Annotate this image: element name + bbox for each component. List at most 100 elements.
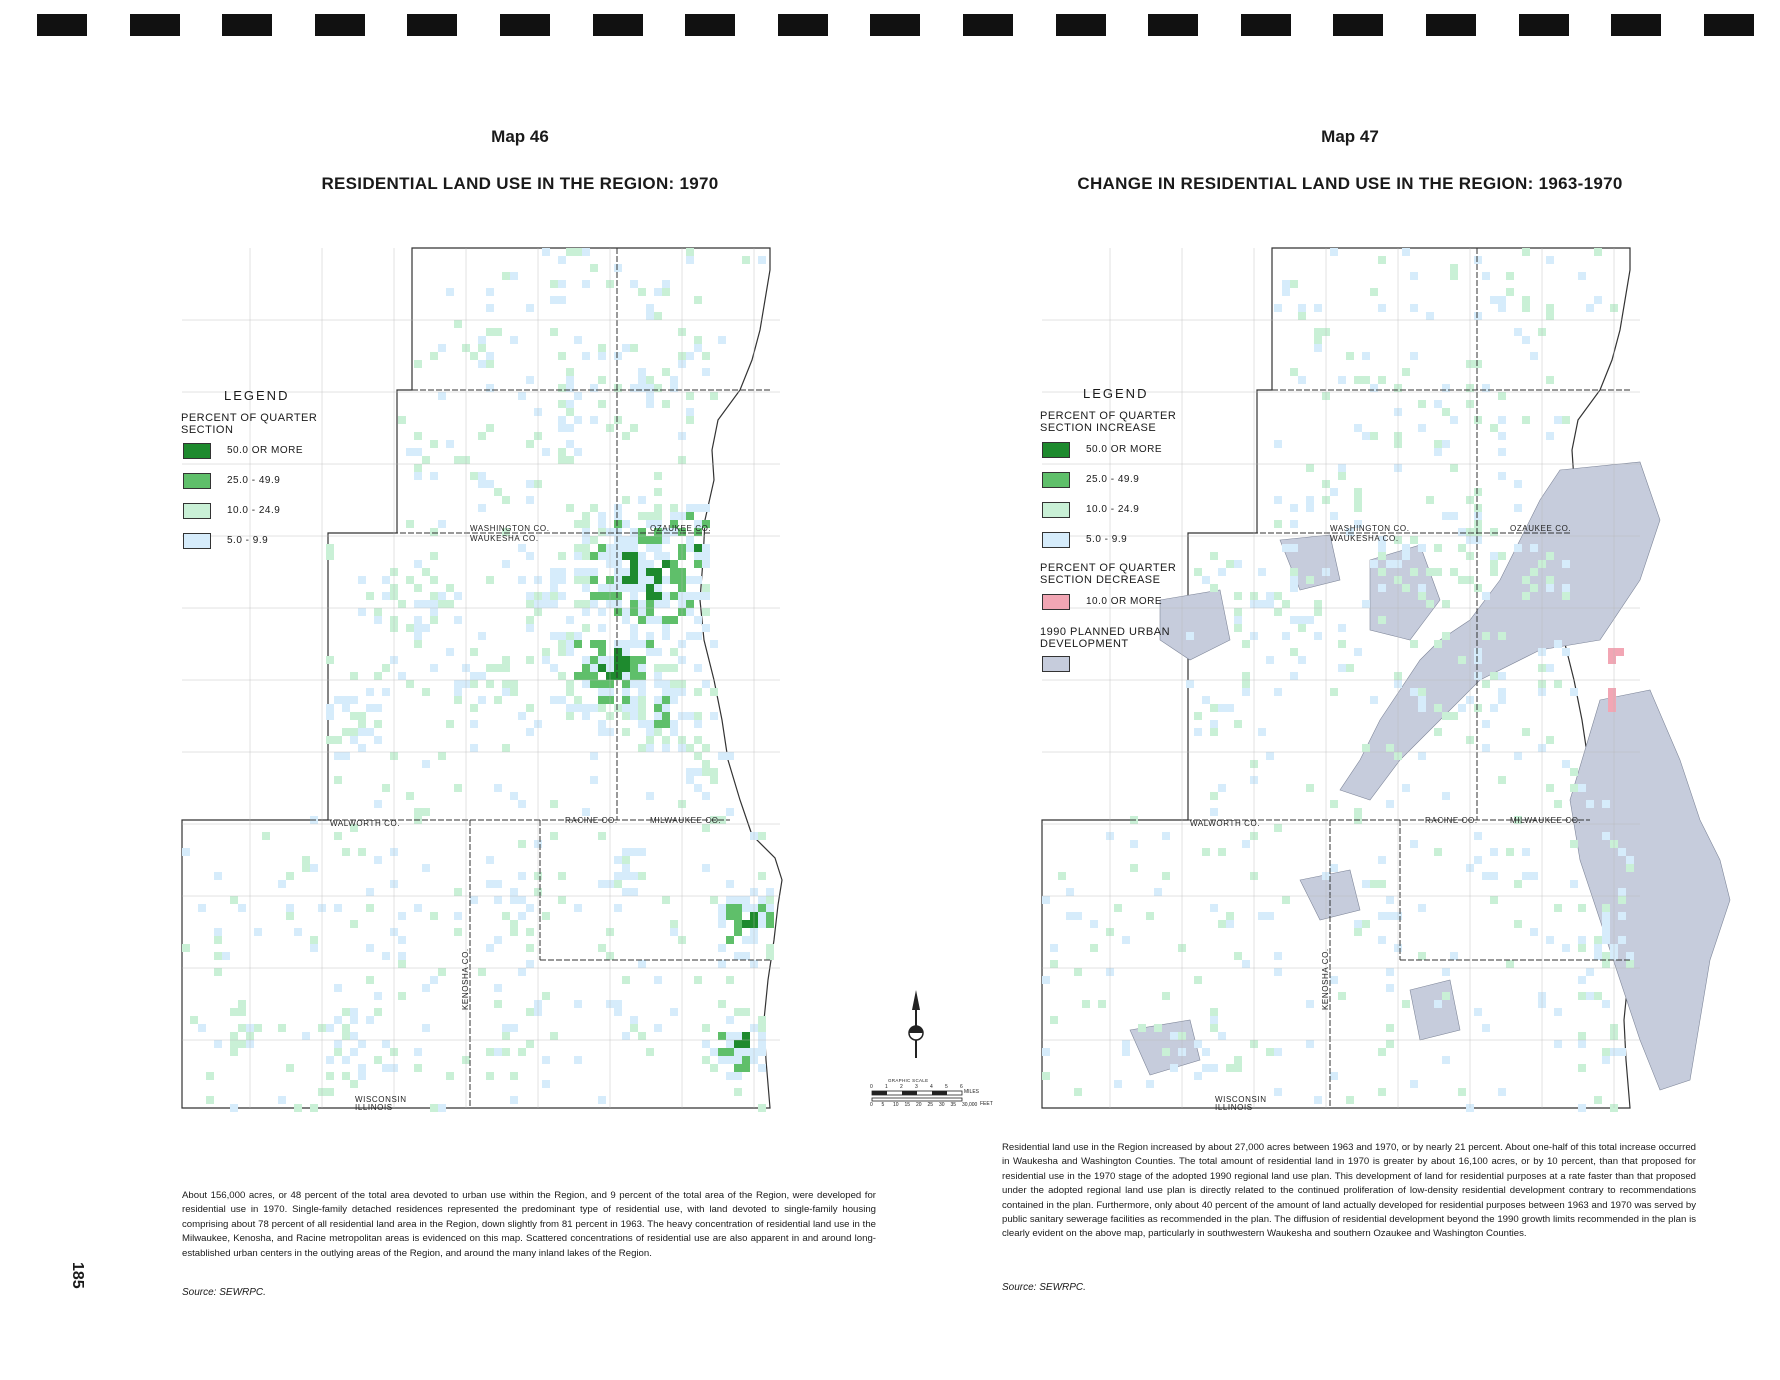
right-map-quarter-section xyxy=(1498,392,1506,400)
left-map-quarter-section xyxy=(630,680,638,688)
left-map-quarter-section xyxy=(638,376,646,384)
right-map-quarter-section xyxy=(1378,544,1386,552)
left-map-quarter-section xyxy=(430,608,438,616)
right-map-quarter-section xyxy=(1602,952,1610,960)
right-map-quarter-section xyxy=(1514,480,1522,488)
right-map-quarter-section xyxy=(1554,680,1562,688)
left-map-quarter-section xyxy=(638,656,646,664)
perforation-mark xyxy=(1055,14,1106,36)
left-map-quarter-section xyxy=(686,744,694,752)
decrease-quarter-section xyxy=(1608,704,1616,712)
right-map-quarter-section xyxy=(1386,560,1394,568)
left-map-quarter-section xyxy=(614,704,622,712)
left-map-quarter-section xyxy=(686,392,694,400)
left-map-quarter-section xyxy=(614,600,622,608)
left-map-quarter-section xyxy=(278,1024,286,1032)
left-map-quarter-section xyxy=(686,776,694,784)
left-map-quarter-section xyxy=(630,664,638,672)
right-map-quarter-section xyxy=(1210,1024,1218,1032)
right-map-quarter-section xyxy=(1394,672,1402,680)
right-map-quarter-section xyxy=(1362,920,1370,928)
right-map-quarter-section xyxy=(1498,448,1506,456)
left-map-quarter-section xyxy=(590,384,598,392)
left-map-quarter-section xyxy=(758,1016,766,1024)
left-map-quarter-section xyxy=(518,968,526,976)
left-map-quarter-section xyxy=(694,720,702,728)
left-map-quarter-section xyxy=(414,904,422,912)
left-map-quarter-section xyxy=(334,752,342,760)
left-map-quarter-section xyxy=(718,912,726,920)
left-map-quarter-section xyxy=(670,920,678,928)
left-map-quarter-section xyxy=(630,552,638,560)
left-map-quarter-section xyxy=(518,392,526,400)
left-map-quarter-section xyxy=(462,1056,470,1064)
right-map-quarter-section xyxy=(1082,1000,1090,1008)
left-map-quarter-section xyxy=(326,656,334,664)
left-map-county-label: OZAUKEE CO. xyxy=(650,524,711,533)
right-map-quarter-section xyxy=(1330,248,1338,256)
left-map-quarter-section xyxy=(342,728,350,736)
right-map-quarter-section xyxy=(1370,880,1378,888)
right-map-quarter-section xyxy=(1322,480,1330,488)
right-map-quarter-section xyxy=(1394,432,1402,440)
left-map-quarter-section xyxy=(598,584,606,592)
left-map-quarter-section xyxy=(766,920,774,928)
left-map-quarter-section xyxy=(406,624,414,632)
right-map-quarter-section xyxy=(1274,1088,1282,1096)
left-map-quarter-section xyxy=(718,960,726,968)
scale-label: GRAPHIC SCALE xyxy=(888,1078,929,1083)
right-map-quarter-section xyxy=(1514,328,1522,336)
scale-feet-tick: 35 xyxy=(950,1102,957,1108)
left-map-quarter-section xyxy=(454,616,462,624)
left-map-quarter-section xyxy=(470,704,478,712)
left-map-quarter-section xyxy=(526,960,534,968)
right-map-quarter-section xyxy=(1266,912,1274,920)
right-map-quarter-section xyxy=(1434,728,1442,736)
left-map-quarter-section xyxy=(342,696,350,704)
left-map-quarter-section xyxy=(702,560,710,568)
left-map-quarter-section xyxy=(374,608,382,616)
left-map-quarter-section xyxy=(486,328,494,336)
left-map-quarter-section xyxy=(390,752,398,760)
left-map-quarter-section xyxy=(566,680,574,688)
right-map-county-label: WAUKESHA CO. xyxy=(1330,534,1399,543)
left-map-quarter-section xyxy=(422,600,430,608)
left-map-quarter-section xyxy=(638,688,646,696)
right-map-quarter-section xyxy=(1130,816,1138,824)
left-map-quarter-section xyxy=(662,680,670,688)
left-map-quarter-section xyxy=(750,912,758,920)
perforation-mark xyxy=(500,14,550,36)
left-map-quarter-section xyxy=(726,1048,734,1056)
right-map-quarter-section xyxy=(1106,928,1114,936)
left-map-quarter-section xyxy=(734,928,742,936)
left-map-quarter-section xyxy=(334,696,342,704)
left-map-quarter-section xyxy=(214,928,222,936)
left-map-quarter-section xyxy=(310,816,318,824)
left-map-quarter-section xyxy=(430,592,438,600)
left-map-quarter-section xyxy=(734,952,742,960)
left-map-quarter-section xyxy=(390,584,398,592)
left-map-quarter-section xyxy=(414,808,422,816)
left-map-quarter-section xyxy=(430,616,438,624)
left-map-quarter-section xyxy=(662,744,670,752)
left-map-quarter-section xyxy=(662,632,670,640)
left-map-quarter-section xyxy=(702,1056,710,1064)
left-legend-row: 50.0 OR MORE xyxy=(183,443,333,459)
left-map-quarter-section xyxy=(566,632,574,640)
right-map-quarter-section xyxy=(1522,576,1530,584)
left-map-quarter-section xyxy=(414,600,422,608)
left-map-quarter-section xyxy=(526,600,534,608)
left-map-quarter-section xyxy=(374,704,382,712)
left-map-quarter-section xyxy=(486,424,494,432)
left-map-quarter-section xyxy=(646,568,654,576)
left-map-quarter-section xyxy=(526,704,534,712)
left-map-quarter-section xyxy=(382,952,390,960)
left-map-quarter-section xyxy=(382,592,390,600)
left-caption: About 156,000 acres, or 48 percent of th… xyxy=(182,1190,876,1259)
right-map-quarter-section xyxy=(1410,1080,1418,1088)
right-map-quarter-section xyxy=(1378,584,1386,592)
right-map-quarter-section xyxy=(1274,592,1282,600)
left-map-quarter-section xyxy=(582,544,590,552)
right-map-quarter-section xyxy=(1386,1040,1394,1048)
left-map-quarter-section xyxy=(662,536,670,544)
